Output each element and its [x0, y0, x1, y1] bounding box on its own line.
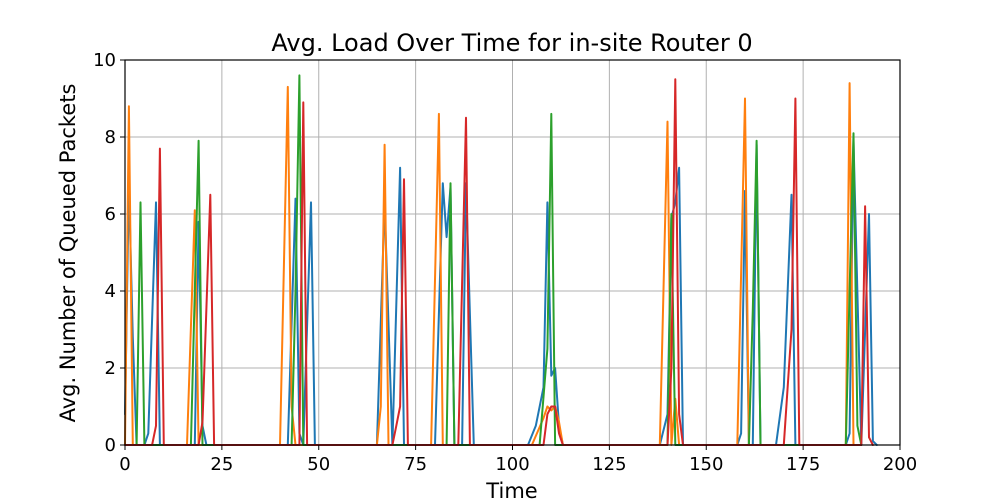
y-tick-label: 4	[105, 281, 116, 302]
y-tick-label: 10	[93, 50, 116, 71]
y-ticks: 0 2 4 6 8 10	[93, 50, 125, 456]
series-lines	[124, 74, 878, 446]
series-line-1	[124, 139, 878, 446]
x-tick-label: 25	[210, 454, 233, 475]
x-tick-label: 50	[307, 454, 330, 475]
x-axis-label: Time	[485, 479, 537, 500]
y-tick-label: 8	[105, 127, 116, 148]
y-tick-label: 6	[105, 204, 116, 225]
y-axis-label: Avg. Number of Queued Packets	[56, 84, 80, 423]
x-tick-label: 175	[786, 454, 820, 475]
x-tick-label: 0	[119, 454, 130, 475]
y-tick-label: 0	[105, 435, 116, 456]
y-tick-label: 2	[105, 358, 116, 379]
x-tick-label: 100	[495, 454, 529, 475]
chart-title: Avg. Load Over Time for in-site Router 0	[271, 29, 752, 57]
x-ticks: 0 25 50 75 100 125 150 175 200	[119, 445, 917, 475]
series-line-3	[124, 74, 863, 446]
x-tick-label: 75	[404, 454, 427, 475]
x-tick-label: 125	[592, 454, 626, 475]
x-tick-label: 200	[883, 454, 917, 475]
x-tick-label: 150	[689, 454, 723, 475]
